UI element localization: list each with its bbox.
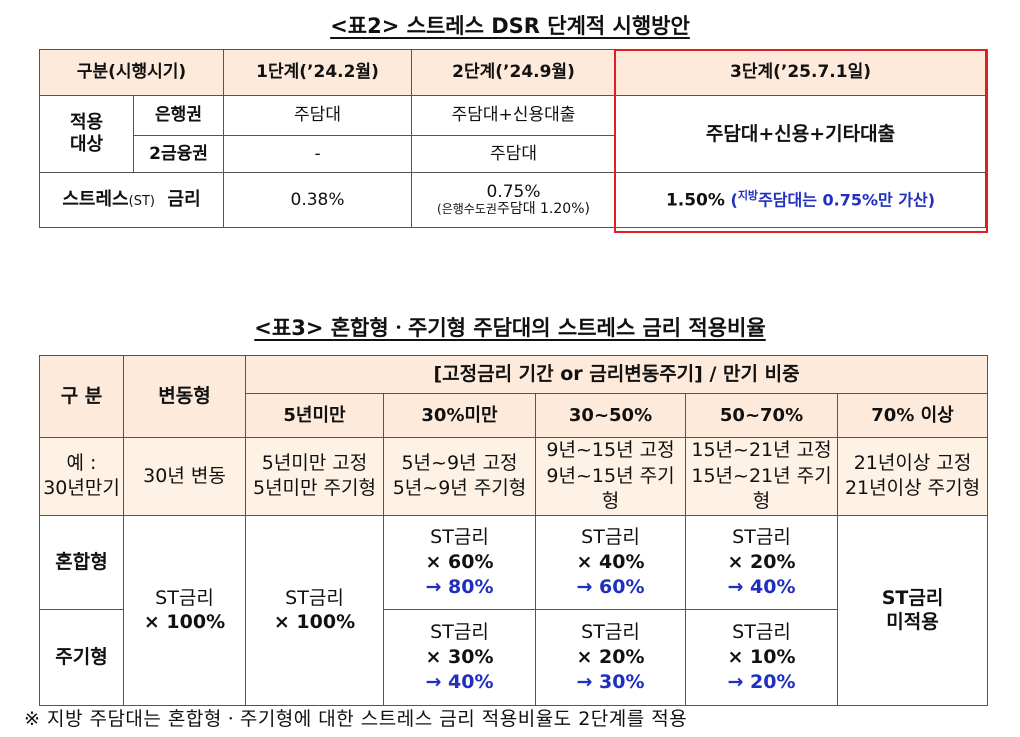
table2-header-row: 구분(시행시기) 1단계(’24.2월) 2단계(’24.9월) 3단계(’25… — [38, 49, 987, 96]
rate-stage3-region: 지방 — [737, 189, 759, 203]
second-tier-row: 2금융권 - 주담대 — [40, 135, 986, 173]
mixed-rate-line2: × 60% — [425, 551, 494, 574]
under5-rate-line1: ST금리 — [285, 586, 344, 609]
rate-stage3-note: 주담대는 0.75%만 가산 — [758, 190, 928, 210]
example-row: 예 : 30년만기 30년 변동 5년미만 고정 5년미만 주기형 5년~9년 … — [39, 437, 989, 516]
header-stage2: 2단계(’24.9월) — [411, 49, 617, 96]
cycle-rate-30-50: ST금리 × 20% → 30% — [535, 608, 686, 706]
cycle-rate-line3: → 20% — [727, 670, 796, 693]
stage3-target: 주담대+신용+기타대출 — [615, 95, 987, 173]
mixed-rate-line1: ST금리 — [430, 526, 489, 549]
example-col-50-70: 15년~21년 고정 15년~21년 주기형 — [685, 437, 838, 516]
header-col-over70: 70% 이상 — [836, 393, 989, 438]
mixed-label: 혼합형 — [39, 514, 124, 610]
cycle-rate-line2: × 20% — [576, 646, 645, 669]
header-category: 구분(시행시기) — [38, 49, 225, 96]
cycle-rate-line2: × 30% — [425, 646, 494, 669]
mixed-rate-line1: ST금리 — [732, 526, 791, 549]
table2: 구분(시행시기) 1단계(’24.2월) 2단계(’24.9월) 3단계(’25… — [38, 49, 987, 228]
target-label: 적용 대상 — [39, 95, 134, 173]
cycle-rate-line2: × 10% — [727, 646, 796, 669]
rate-label: 스트레스(ST) 금리 — [38, 172, 225, 228]
rate-stage2-sub: (은행수도권주담대 1.20%) — [414, 200, 613, 217]
header-col-under5: 5년미만 — [245, 393, 384, 438]
example-col-30-50: 9년~15년 고정 9년~15년 주기형 — [535, 437, 686, 516]
mixed-rate-line1: ST금리 — [581, 526, 640, 549]
mixed-rate-line3: → 40% — [727, 575, 796, 598]
bank-row: 적용 대상 은행권 주담대 주담대+신용대출 주담대+신용+기타대출 — [39, 95, 987, 173]
rate-stage3-open: ( — [724, 190, 738, 210]
mixed-row: 혼합형 ST금리 × 100% ST금리 × 100% ST금리 × 60% →… — [39, 514, 989, 706]
cycle-rate-50-70: ST금리 × 10% → 20% — [685, 608, 838, 706]
rate-stage2-sub-rest: 주담대 1.20%) — [496, 200, 590, 217]
bank-stage1: 주담대 — [223, 95, 413, 136]
under5-rate: ST금리 × 100% — [245, 514, 384, 706]
over70-rate: ST금리 미적용 — [836, 514, 989, 706]
rate-stage2-sub-prefix: (은행수도권 — [437, 201, 497, 216]
second-tier-stage1: - — [223, 135, 413, 173]
example-col-under30: 5년~9년 고정 5년~9년 주기형 — [383, 437, 536, 516]
footnote: ※ 지방 주담대는 혼합형ㆍ주기형에 대한 스트레스 금리 적용비율도 2단계를… — [24, 708, 688, 730]
example-variable: 30년 변동 — [123, 437, 246, 516]
rate-stage3: 1.50% (지방주담대는 0.75%만 가산) — [615, 172, 987, 228]
rate-stage3-main: 1.50% — [665, 190, 725, 211]
cycle-rate-line1: ST금리 — [430, 621, 489, 644]
rate-stage2-main: 0.75% — [486, 181, 541, 202]
mixed-rate-line2: × 20% — [727, 551, 796, 574]
table3-header-row2: 5년미만 30%미만 30~50% 50~70% 70% 이상 — [40, 393, 989, 438]
over70-rate-line1: ST금리 — [881, 586, 944, 609]
header-col-under30: 30%미만 — [383, 393, 536, 438]
second-tier-label: 2금융권 — [132, 135, 225, 173]
example-col-over70: 21년이상 고정 21년이상 주기형 — [836, 437, 989, 516]
cycle-rate-line1: ST금리 — [732, 621, 791, 644]
example-col-under5: 5년미만 고정 5년미만 주기형 — [245, 437, 384, 516]
header-category: 구 분 — [39, 355, 124, 438]
header-col-30-50: 30~50% — [535, 393, 686, 438]
mixed-rate-50-70: ST금리 × 20% → 40% — [685, 514, 838, 610]
cycle-label: 주기형 — [39, 608, 124, 706]
rate-label-main: 스트레스 — [62, 189, 129, 211]
bank-label: 은행권 — [132, 95, 225, 136]
cycle-rate-under30: ST금리 × 30% → 40% — [383, 608, 536, 706]
mixed-rate-30-50: ST금리 × 40% → 60% — [535, 514, 686, 610]
table3-header-row1: 구 분 변동형 [고정금리 기간 or 금리변동주기] / 만기 비중 — [39, 355, 989, 438]
cycle-rate-line3: → 30% — [576, 670, 645, 693]
second-tier-stage2: 주담대 — [411, 135, 617, 173]
rate-stage3-close: ) — [927, 190, 936, 210]
variable-rate-line2: × 100% — [143, 611, 226, 634]
example-label: 예 : 30년만기 — [39, 437, 124, 516]
header-stage3: 3단계(’25.7.1일) — [615, 49, 987, 96]
cycle-rate-line1: ST금리 — [581, 621, 640, 644]
header-group: [고정금리 기간 or 금리변동주기] / 만기 비중 — [244, 355, 989, 394]
over70-rate-line2: 미적용 — [886, 611, 939, 634]
rate-stage2: 0.75% (은행수도권주담대 1.20%) — [411, 172, 617, 228]
rate-label-end: 금리 — [167, 189, 201, 211]
table2-title: <표2> 스트레스 DSR 단계적 시행방안 — [330, 14, 690, 38]
table3-title: <표3> 혼합형ㆍ주기형 주담대의 스트레스 금리 적용비율 — [254, 316, 766, 340]
header-stage1: 1단계(’24.2월) — [223, 49, 413, 96]
mixed-rate-line2: × 40% — [576, 551, 645, 574]
mixed-rate-under30: ST금리 × 60% → 80% — [383, 514, 536, 610]
cycle-rate-line3: → 40% — [425, 670, 494, 693]
table3: 구 분 변동형 [고정금리 기간 or 금리변동주기] / 만기 비중 5년미만… — [39, 355, 989, 706]
rate-stage1: 0.38% — [223, 172, 413, 228]
mixed-rate-line3: → 80% — [425, 575, 494, 598]
bank-stage2: 주담대+신용대출 — [411, 95, 617, 136]
rate-row: 스트레스(ST) 금리 0.38% 0.75% (은행수도권주담대 1.20%)… — [38, 172, 987, 228]
rate-label-st: (ST) — [128, 194, 155, 210]
cycle-row: 주기형 ST금리 × 30% → 40% ST금리 × 20% → 30% ST… — [39, 608, 988, 706]
variable-rate-line1: ST금리 — [155, 586, 214, 609]
mixed-rate-line3: → 60% — [576, 575, 645, 598]
variable-rate: ST금리 × 100% — [123, 514, 246, 706]
header-variable: 변동형 — [123, 355, 246, 438]
header-col-50-70: 50~70% — [685, 393, 838, 438]
under5-rate-line2: × 100% — [273, 611, 356, 634]
